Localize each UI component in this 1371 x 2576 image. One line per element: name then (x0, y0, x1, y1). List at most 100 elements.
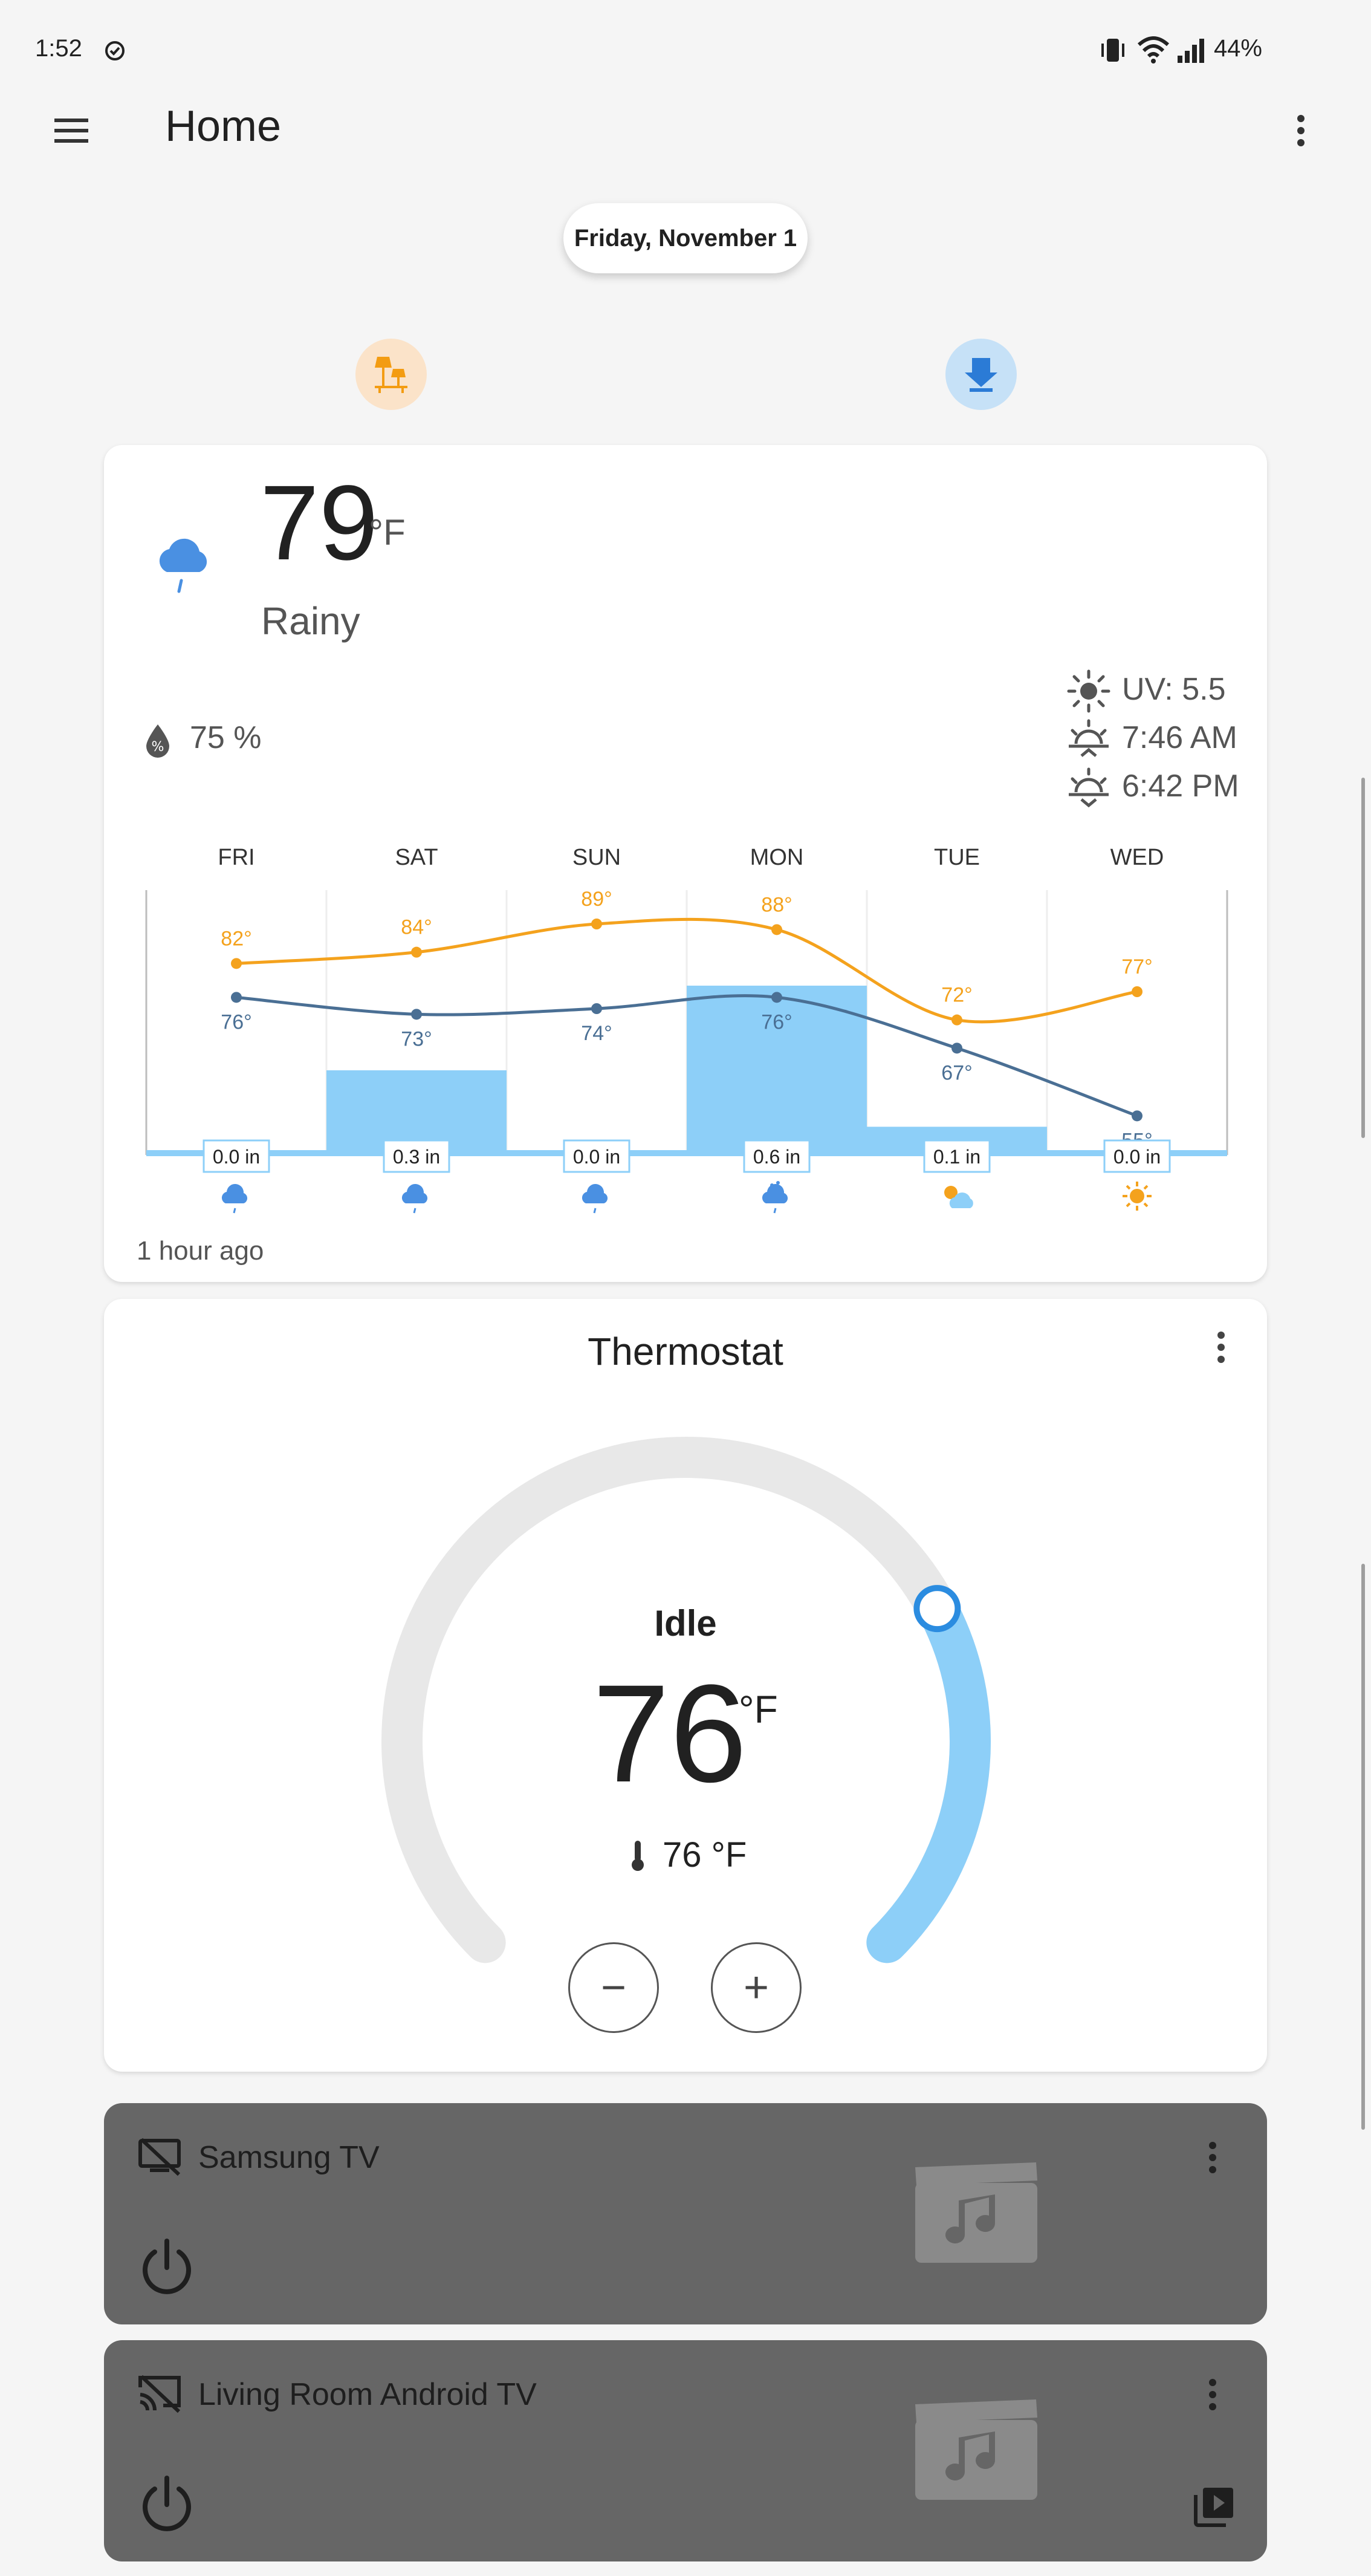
precipitation-label-box (563, 1139, 630, 1173)
precipitation-label-box (923, 1139, 991, 1173)
high-temp-label: 77° (1121, 955, 1152, 978)
signal-icon (1178, 39, 1204, 63)
day-label: SUN (572, 845, 621, 870)
media-menu-icon[interactable] (1201, 2375, 1225, 2414)
high-temp-line (236, 917, 1138, 1024)
increase-temperature-button[interactable]: + (711, 1942, 802, 2033)
precipitation-label: 0.3 in (393, 1146, 440, 1168)
weather-card[interactable] (104, 445, 1267, 1282)
rainy-icon (582, 1183, 608, 1214)
rainy-icon (159, 538, 207, 593)
low-temp-point (591, 1003, 602, 1014)
power-icon[interactable] (138, 2237, 196, 2300)
sunset-icon (1069, 767, 1109, 808)
thermostat-title: Thermostat (588, 1330, 783, 1373)
uv-sun-icon (1067, 669, 1110, 713)
thermostat-dial[interactable] (375, 1427, 997, 1971)
lamps-icon (375, 357, 407, 393)
precipitation-label: 0.0 in (573, 1146, 620, 1168)
rainy-icon (221, 1183, 248, 1214)
partly-cloudy-icon (944, 1186, 973, 1208)
download-box-icon (965, 358, 997, 392)
sunny-icon (1123, 1182, 1152, 1211)
media-menu-icon[interactable] (1201, 2138, 1225, 2177)
target-unit: °F (739, 1688, 778, 1731)
media-name: Samsung TV (198, 2140, 380, 2175)
high-temp-point (951, 1014, 962, 1026)
movie-music-icon (915, 2162, 1037, 2263)
sunrise-time: 7:46 AM (1122, 720, 1237, 755)
thermostat-card (104, 1299, 1267, 2072)
overflow-menu-icon[interactable] (1289, 112, 1313, 149)
vibrate-icon (1101, 39, 1124, 62)
precipitation-label: 0.0 in (213, 1146, 260, 1168)
date-chip: Friday, November 1 (563, 203, 808, 273)
precipitation-label: 0.6 in (753, 1146, 800, 1168)
cast-off-icon (138, 2138, 181, 2176)
menu-icon[interactable] (52, 114, 91, 148)
precipitation-label-box (383, 1139, 450, 1173)
low-temp-point (411, 1009, 422, 1020)
media-card-living-room-tv[interactable] (104, 2340, 1267, 2561)
precipitation-bar (687, 986, 867, 1155)
media-card-samsung-tv[interactable] (104, 2103, 1267, 2324)
high-temp-label: 88° (761, 893, 792, 916)
high-temp-label: 89° (581, 888, 612, 911)
sync-check-icon (105, 41, 125, 60)
low-temp-label: 74° (581, 1022, 612, 1045)
pouring-icon (762, 1181, 788, 1214)
target-temperature: 76 (592, 1656, 747, 1811)
high-temp-point (591, 919, 602, 929)
page-title: Home (165, 102, 282, 151)
scrollbar-thumb[interactable] (1361, 778, 1365, 1138)
thermometer-icon (632, 1841, 644, 1871)
low-temp-point (771, 992, 782, 1003)
uv-index: UV: 5.5 (1122, 672, 1226, 707)
precipitation-label-box (203, 1139, 270, 1173)
weather-condition: Rainy (261, 599, 360, 643)
scrollbar-thumb[interactable] (1361, 1564, 1365, 2130)
low-temp-point (1132, 1110, 1142, 1122)
cast-off-icon (138, 2375, 181, 2413)
dial-handle[interactable] (913, 1585, 961, 1633)
precipitation-label: 0.1 in (933, 1146, 980, 1168)
high-temp-label: 84° (401, 916, 432, 939)
high-temp-point (231, 958, 242, 969)
low-temp-point (951, 1042, 962, 1054)
high-temp-point (1132, 986, 1142, 997)
rainy-icon (401, 1183, 428, 1214)
low-temp-label: 73° (401, 1027, 432, 1050)
low-temp-line (236, 994, 1138, 1117)
lamp-badge[interactable] (355, 339, 427, 410)
svg-text:%: % (152, 740, 164, 755)
day-label: TUE (934, 845, 980, 870)
low-temp-label: 76° (761, 1010, 792, 1033)
precipitation-label: 0.0 in (1113, 1146, 1161, 1168)
water-heater-badge[interactable] (945, 339, 1017, 410)
power-icon[interactable] (138, 2474, 196, 2537)
wifi-icon (1137, 36, 1170, 63)
forecast-chart: FRI SAT SUN MON TUE WED 82° 84° 89° 88° 72° 77° 76° 7… (145, 845, 1228, 1214)
low-temp-label: 67° (941, 1061, 972, 1084)
movie-music-icon (915, 2399, 1037, 2500)
day-label: WED (1110, 845, 1164, 870)
thermostat-menu-icon[interactable] (1209, 1328, 1233, 1367)
current-temperature: 79 (260, 464, 378, 582)
hvac-state: Idle (654, 1603, 717, 1644)
media-name: Living Room Android TV (198, 2377, 537, 2412)
sunrise-icon (1069, 719, 1109, 757)
high-temp-label: 72° (941, 984, 972, 1007)
playlist-play-icon[interactable] (1193, 2485, 1236, 2528)
temperature-unit: °F (369, 512, 406, 553)
day-label: MON (750, 845, 804, 870)
high-temp-point (411, 946, 422, 958)
humidity-icon: % (146, 724, 169, 758)
last-updated: 1 hour ago (137, 1236, 264, 1266)
precipitation-label-box (1103, 1139, 1171, 1173)
status-time: 1:52 (35, 35, 82, 62)
sunset-time: 6:42 PM (1122, 769, 1239, 804)
dial-active-arc (866, 1588, 991, 1963)
current-temperature-reading: 76 °F (663, 1835, 747, 1875)
decrease-temperature-button[interactable]: − (568, 1942, 659, 2033)
high-temp-point (771, 924, 782, 935)
